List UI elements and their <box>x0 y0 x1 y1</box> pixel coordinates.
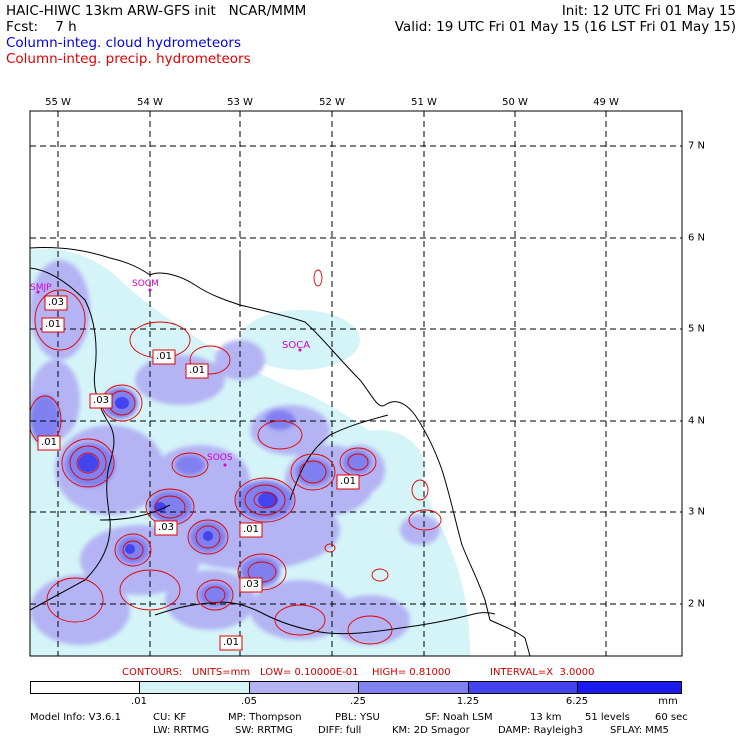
contour-label: .03 <box>243 579 259 590</box>
contour-interval: INTERVAL=X 3.0000 <box>490 667 595 678</box>
lat-lon-grid <box>30 111 682 656</box>
colorbar-segment <box>577 681 682 694</box>
lat-label: 4 N <box>688 415 706 427</box>
lat-label: 5 N <box>688 323 706 335</box>
colorbar-segment <box>249 681 359 694</box>
model-version: Model Info: V3.6.1 <box>30 712 121 723</box>
colorbar-segment <box>468 681 578 694</box>
cloud-shade-core <box>78 397 278 554</box>
lon-label: 53 W <box>227 97 253 108</box>
colorbar-segment <box>30 681 140 694</box>
contour-low: LOW= 0.10000E-01 <box>260 667 359 678</box>
legend-cloud: Column-integ. cloud hydrometeors <box>6 35 242 51</box>
station-markers <box>36 288 302 467</box>
station-label: SOOS <box>207 453 233 463</box>
model-sw: SW: RRTMG <box>235 725 293 736</box>
lon-label: 50 W <box>502 97 528 108</box>
model-diff: DIFF: full <box>318 725 362 736</box>
title-line: HAIC-HIWC 13km ARW-GFS init NCAR/MMM <box>6 3 307 19</box>
model-lw: LW: RRTMG <box>153 725 210 736</box>
map-frame <box>29 110 683 657</box>
contour-high: HIGH= 0.81000 <box>372 667 451 678</box>
model-cu: CU: KF <box>153 712 187 723</box>
contour-label: .01 <box>41 437 57 448</box>
contour-label: .03 <box>48 297 64 308</box>
contour-info-label: CONTOURS: <box>122 667 183 678</box>
precip-contours <box>30 269 442 645</box>
legend-precip: Column-integ. precip. hydrometeors <box>6 51 251 67</box>
lat-label: 6 N <box>688 232 706 244</box>
contour-label: .01 <box>189 365 205 376</box>
colorbar-tick: 6.25 <box>565 696 589 707</box>
lon-label: 52 W <box>319 97 345 108</box>
lon-label: 49 W <box>593 97 619 108</box>
model-damp: DAMP: Rayleigh3 <box>498 725 584 736</box>
model-km: KM: 2D Smagor <box>392 725 470 736</box>
colorbar-tick: .25 <box>350 696 366 707</box>
contour-units: UNITS=mm <box>192 667 251 678</box>
colorbar-segment <box>139 681 250 694</box>
cloud-shade-medium <box>30 260 440 645</box>
station-label: SMJP <box>30 283 52 293</box>
contour-label: .01 <box>45 319 61 330</box>
colorbar-tick: 1.25 <box>456 696 480 707</box>
model-mp: MP: Thompson <box>228 712 302 723</box>
init-time: Init: 12 UTC Fri 01 May 15 <box>561 3 736 19</box>
station-label: SOCM <box>132 279 159 289</box>
model-resolution: 13 km <box>530 712 562 723</box>
colorbar-segment <box>358 681 469 694</box>
contour-label: .03 <box>158 522 174 533</box>
contour-label-boxes <box>37 295 360 651</box>
lon-label: 55 W <box>45 97 71 108</box>
forecast-hour: Fcst: 7 h <box>6 19 77 35</box>
valid-time: Valid: 19 UTC Fri 01 May 15 (16 LST Fri … <box>394 19 736 35</box>
contour-label: .01 <box>223 637 239 648</box>
contour-label: .01 <box>340 476 356 487</box>
colorbar-tick: .01 <box>131 696 147 707</box>
contour-label: .01 <box>243 524 259 535</box>
station-label: SOCA <box>282 340 311 351</box>
model-levels: 51 levels <box>585 712 630 723</box>
colorbar-tick: .05 <box>241 696 257 707</box>
contour-label: .01 <box>156 351 172 362</box>
lat-label: 3 N <box>688 506 706 518</box>
lat-label: 7 N <box>688 140 706 152</box>
model-timestep: 60 sec <box>655 712 688 723</box>
lon-label: 51 W <box>411 97 437 108</box>
contour-label: .03 <box>93 395 109 406</box>
lat-label: 2 N <box>688 598 706 610</box>
model-sflay: SFLAY: MM5 <box>610 725 669 736</box>
model-sf: SF: Noah LSM <box>425 712 493 723</box>
colorbar-unit: mm <box>658 696 678 707</box>
lon-label: 54 W <box>137 97 163 108</box>
model-pbl: PBL: YSU <box>335 712 380 723</box>
